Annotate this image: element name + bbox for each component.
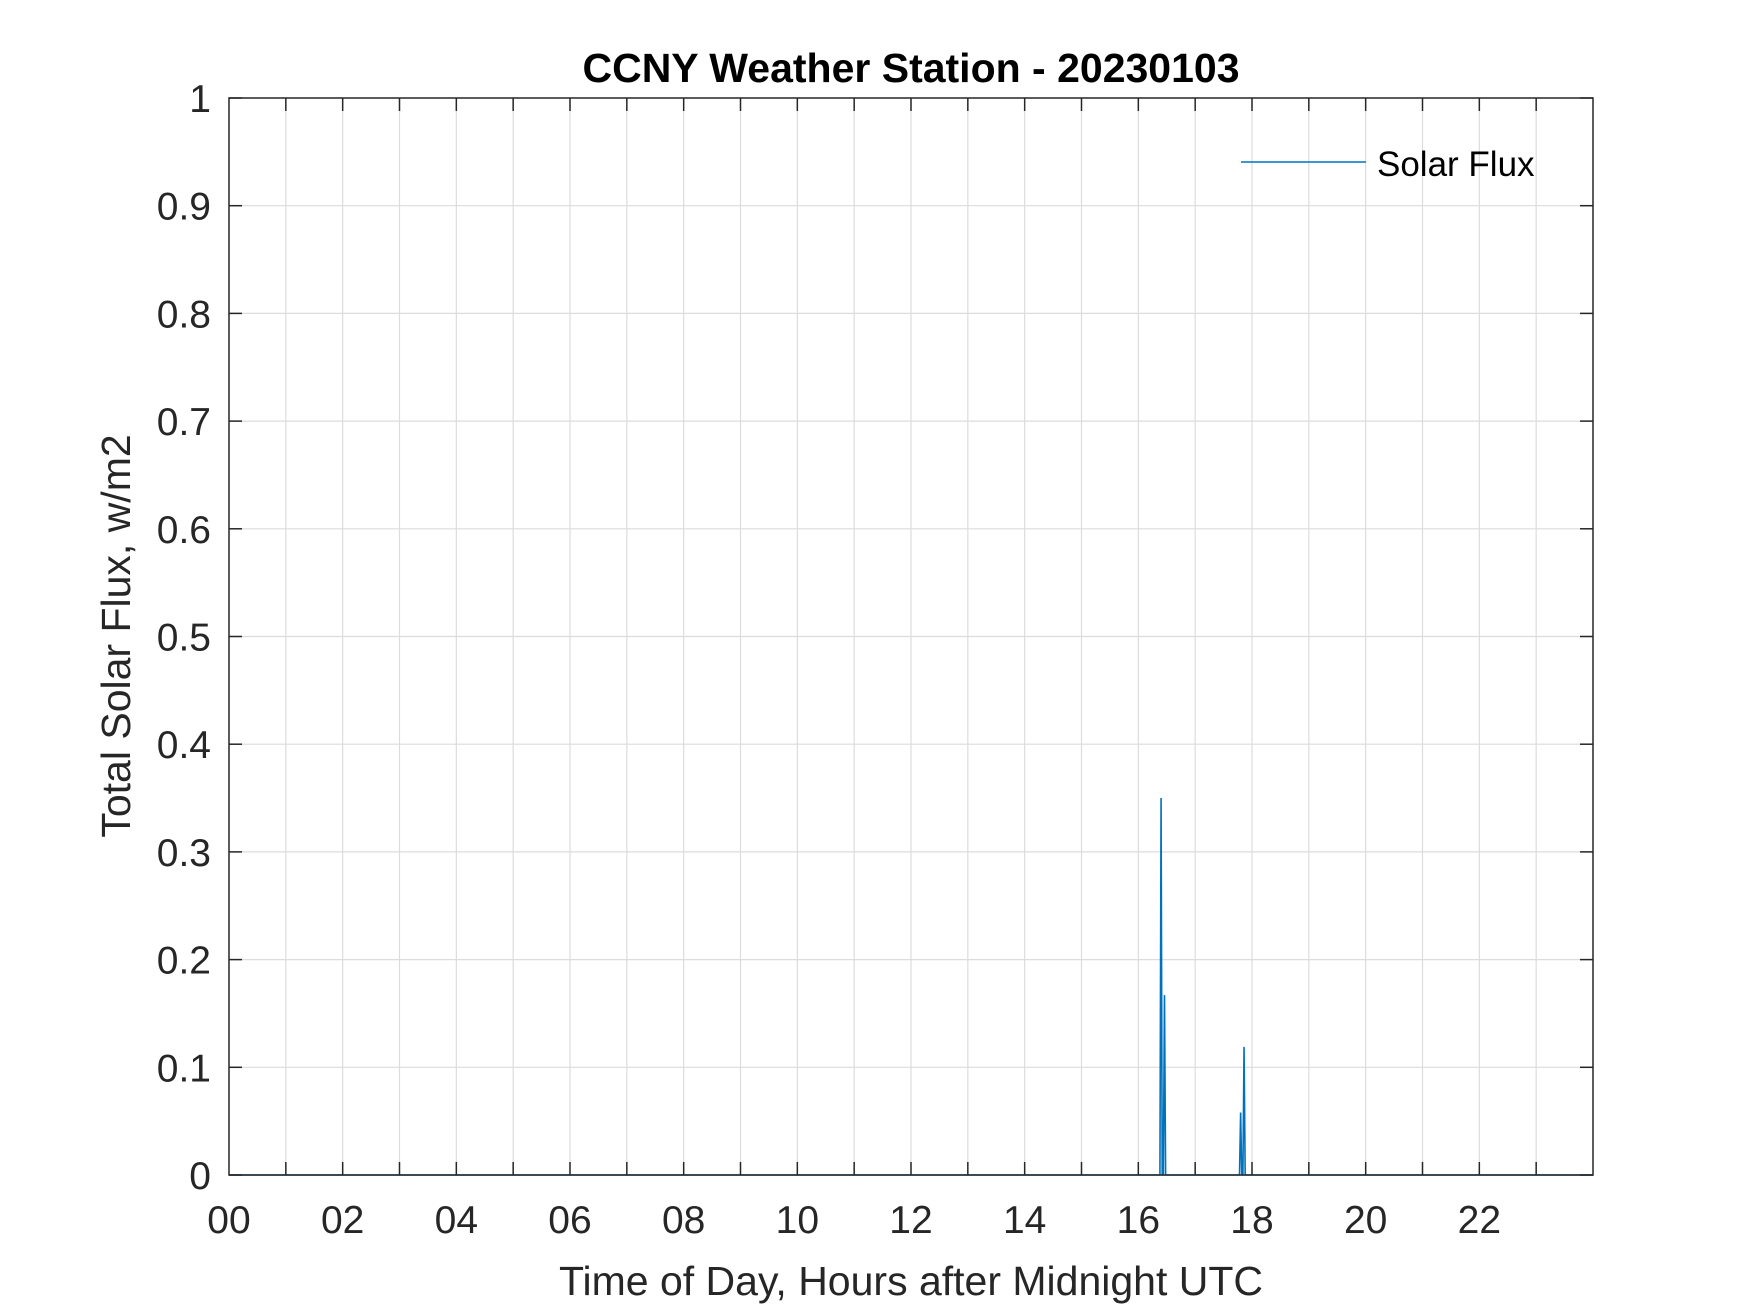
axis-tick-labels: 00 02 04 06 08 10 12 14 16 18 20 22 0 0.1 0.2 0.3 0.4 0.5… [157,78,1501,1242]
x-tick-label: 04 [435,1199,478,1242]
y-tick-label: 0.2 [157,940,211,983]
y-tick-label: 0.9 [157,186,211,229]
x-tick-label: 08 [662,1199,705,1242]
y-tick-label: 0.4 [157,724,211,767]
axis-ticks [229,97,1593,1176]
y-tick-label: 0.3 [157,832,211,875]
x-tick-label: 22 [1458,1199,1501,1242]
x-axis-title: Time of Day, Hours after Midnight UTC [559,1258,1263,1304]
x-tick-label: 10 [776,1199,819,1242]
x-tick-label: 00 [207,1199,250,1242]
y-tick-label: 0.7 [157,401,211,444]
x-tick-label: 14 [1003,1199,1046,1242]
x-tick-label: 20 [1344,1199,1387,1242]
x-tick-label: 16 [1117,1199,1160,1242]
y-tick-label: 0.8 [157,293,211,336]
y-tick-label: 0.6 [157,509,211,552]
y-tick-label: 1 [189,78,211,121]
x-tick-label: 18 [1230,1199,1273,1242]
legend: Solar Flux [1241,145,1535,184]
legend-label-solar-flux: Solar Flux [1377,145,1535,184]
chart-title: CCNY Weather Station - 20230103 [582,45,1239,91]
y-axis-title: Total Solar Flux, w/m2 [93,434,139,837]
y-tick-label: 0.5 [157,617,211,660]
y-tick-label: 0.1 [157,1047,211,1090]
y-tick-label: 0 [189,1155,211,1198]
x-tick-label: 06 [548,1199,591,1242]
grid-lines [229,98,1593,1175]
x-tick-label: 02 [321,1199,364,1242]
x-tick-label: 12 [889,1199,932,1242]
